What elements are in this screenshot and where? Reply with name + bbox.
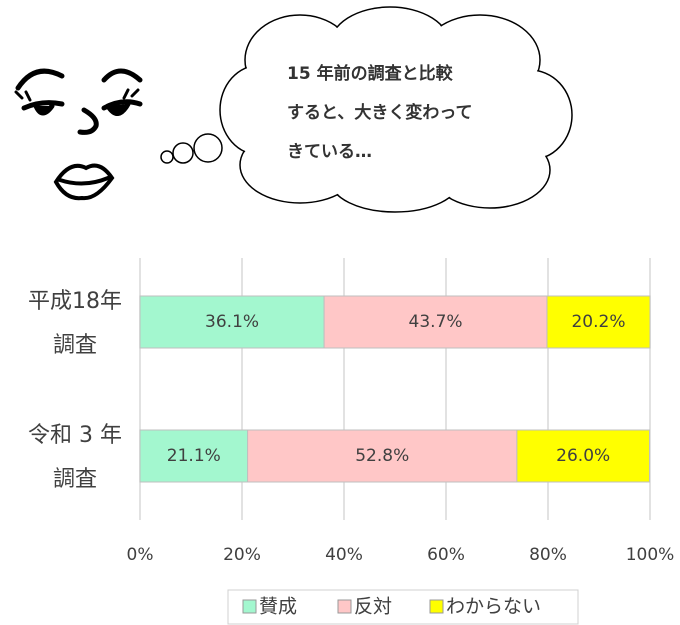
data-label: 21.1% <box>167 446 221 466</box>
chart: 15 年前の調査と比較 すると、大きく変わって きている… 0% 20% 40% 60… <box>0 0 680 625</box>
y-tick-label: 調査 <box>53 467 97 492</box>
data-label: 36.1% <box>205 312 259 332</box>
legend-swatch <box>243 600 256 613</box>
data-label: 26.0% <box>556 446 610 466</box>
legend-label: わからない <box>446 596 541 618</box>
x-tick-label: 20% <box>223 545 261 565</box>
thought-cloud: 15 年前の調査と比較 すると、大きく変わって きている… <box>161 7 572 212</box>
face <box>16 71 140 198</box>
data-label: 43.7% <box>409 312 463 332</box>
x-tick-label: 60% <box>427 545 465 565</box>
y-tick-label: 調査 <box>53 333 97 358</box>
legend-label: 反対 <box>354 596 392 618</box>
x-tick-label: 40% <box>325 545 363 565</box>
legend-swatch <box>338 600 351 613</box>
annotation-line: きている… <box>287 142 372 162</box>
annotation-line: すると、大きく変わって <box>287 102 472 123</box>
x-tick-label: 80% <box>529 545 567 565</box>
x-tick-label: 100% <box>626 545 675 565</box>
annotation-line: 15 年前の調査と比較 <box>287 63 454 84</box>
legend-swatch <box>430 600 443 613</box>
legend-label: 賛成 <box>259 596 297 618</box>
data-label: 20.2% <box>571 312 625 332</box>
y-tick-label: 平成18年 <box>28 289 122 314</box>
y-tick-label: 令和 3 年 <box>28 423 122 448</box>
x-tick-label: 0% <box>127 545 154 565</box>
data-label: 52.8% <box>355 446 409 466</box>
